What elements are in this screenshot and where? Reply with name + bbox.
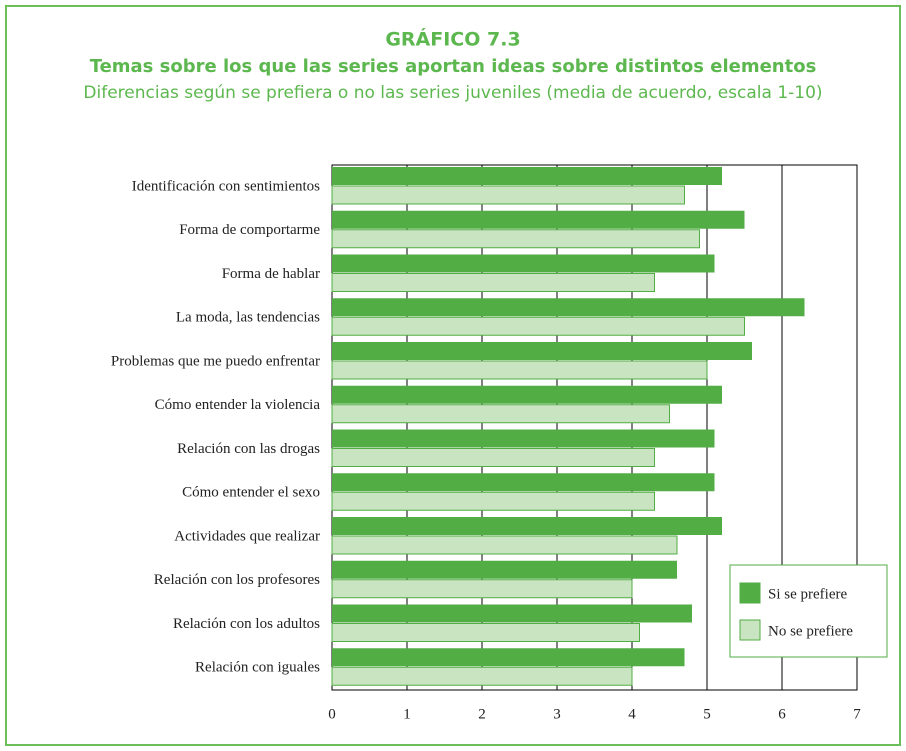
y-tick-label: Relación con los adultos [173, 616, 320, 632]
bar [332, 254, 715, 273]
chart-description: Diferencias según se prefiera o no las s… [83, 83, 822, 103]
x-tick-label: 0 [328, 706, 336, 722]
x-tick-label: 7 [853, 706, 861, 722]
bar [332, 517, 722, 535]
y-tick-label: Relación con iguales [195, 660, 320, 676]
bar [332, 560, 677, 579]
bar [331, 491, 655, 511]
y-tick-label: Cómo entender el sexo [182, 485, 320, 501]
bar [332, 604, 692, 623]
bar [332, 342, 752, 360]
bar [331, 666, 633, 686]
bar [331, 579, 633, 599]
y-tick-label: Relación con los profesores [154, 572, 320, 588]
y-tick-label: Identificación con sentimientos [132, 178, 320, 194]
legend-box [729, 564, 888, 658]
bar [332, 385, 722, 404]
bar [331, 229, 700, 249]
x-tick-label: 6 [778, 706, 786, 722]
y-tick-label: Cómo entender la violencia [155, 397, 321, 413]
chart-subtitle: Temas sobre los que las series aportan i… [90, 56, 817, 77]
bar [332, 429, 715, 448]
x-tick-label: 3 [553, 706, 561, 722]
y-tick-label: Problemas que me puedo enfrentar [111, 353, 320, 369]
bar [332, 167, 722, 185]
bar [331, 360, 708, 380]
x-tick-label: 4 [628, 706, 636, 722]
bar [331, 316, 745, 336]
bar [331, 535, 678, 555]
y-tick-label: Actividades que realizar [174, 528, 320, 544]
legend-label: No se prefiere [768, 623, 853, 639]
y-tick-label: Forma de hablar [222, 266, 320, 282]
bar [332, 473, 715, 492]
bar [332, 298, 805, 317]
bar [332, 210, 745, 229]
x-tick-label: 2 [478, 706, 486, 722]
bar [331, 185, 685, 205]
bar [332, 648, 685, 667]
bar [331, 273, 655, 292]
bar [331, 448, 655, 467]
x-tick-label: 1 [403, 706, 411, 722]
y-tick-label: Relación con las drogas [177, 441, 320, 457]
x-tick-label: 5 [703, 706, 711, 722]
legend-label: Si se prefiere [768, 586, 847, 602]
y-tick-label: La moda, las tendencias [176, 310, 320, 326]
y-tick-label: Forma de comportarme [179, 222, 320, 238]
legend-swatch [739, 582, 761, 604]
frame [5, 5, 901, 746]
bar [331, 404, 670, 424]
chart-title: GRÁFICO 7.3 [385, 28, 520, 51]
bar [331, 623, 640, 642]
legend-swatch [739, 619, 761, 641]
